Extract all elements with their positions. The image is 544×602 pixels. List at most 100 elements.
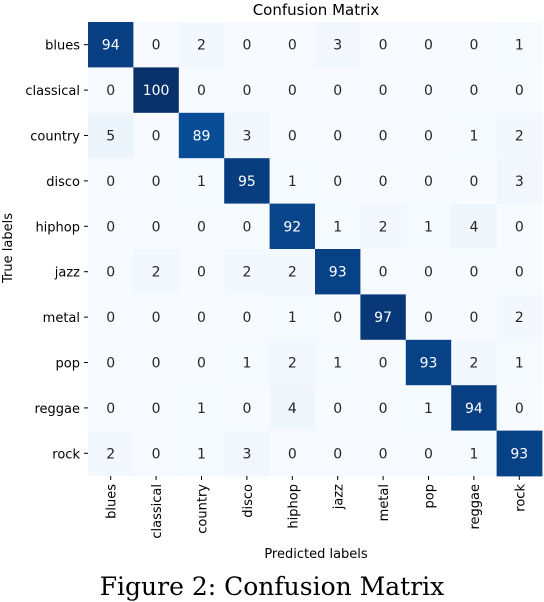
- cell-value-label: 5: [106, 129, 115, 145]
- y-axis-label: True labels: [1, 213, 16, 284]
- heatmap-cell: [133, 67, 180, 114]
- heatmap-cell: [360, 430, 407, 477]
- cell-value-label: 0: [379, 401, 388, 417]
- cell-value-label: 0: [288, 446, 297, 462]
- cell-value-label: 0: [288, 38, 297, 54]
- heatmap-cell: [405, 249, 452, 295]
- cell-value-label: 0: [152, 310, 161, 326]
- heatmap-cell: [496, 249, 543, 295]
- cell-value-label: 0: [197, 219, 206, 235]
- heatmap-cell: [88, 112, 134, 159]
- cell-value-label: 0: [197, 310, 206, 326]
- cell-value-label: 1: [469, 446, 478, 462]
- cell-value-label: 0: [242, 310, 251, 326]
- cell-value-label: 0: [106, 401, 115, 417]
- heatmap-cell: [88, 339, 134, 386]
- y-tick-label: jazz: [54, 266, 80, 281]
- cell-value-label: 3: [242, 446, 251, 462]
- heatmap-cell: [405, 203, 452, 250]
- y-tick-label: classical: [25, 84, 80, 99]
- cell-value-label: 0: [242, 219, 251, 235]
- x-tick-label: country: [196, 484, 211, 534]
- cell-value-label: 0: [197, 356, 206, 372]
- heatmap-cell: [269, 294, 316, 341]
- heatmap-cell: [496, 67, 543, 114]
- cell-value-label: 2: [515, 129, 524, 145]
- heatmap-cell: [269, 112, 316, 159]
- heatmap-cell: [224, 67, 270, 114]
- heatmap-cell: [88, 430, 134, 477]
- cell-value-label: 0: [106, 219, 115, 235]
- cell-value-label: 0: [424, 174, 433, 190]
- cell-value-label: 0: [333, 401, 342, 417]
- heatmap-cell: [178, 67, 225, 114]
- y-tick-label: pop: [56, 357, 80, 372]
- heatmap-cell: [315, 67, 361, 114]
- cell-value-label: 0: [469, 265, 478, 281]
- heatmap-cell: [496, 158, 543, 204]
- heatmap-cell: [133, 203, 180, 250]
- heatmap-cell: [496, 339, 543, 386]
- heatmap-cell: [405, 430, 452, 477]
- heatmap-cell: [451, 112, 497, 159]
- cell-value-label: 2: [242, 265, 251, 281]
- cell-value-label: 0: [469, 174, 478, 190]
- cell-value-label: 0: [333, 129, 342, 145]
- cell-value-label: 1: [197, 401, 206, 417]
- heatmap-cell: [224, 430, 270, 477]
- heatmap-cell: [269, 385, 316, 431]
- heatmap-cell: [360, 249, 407, 295]
- heatmap-cell: [133, 385, 180, 431]
- heatmap-cell: [405, 22, 452, 68]
- heatmap-cell: [315, 339, 361, 386]
- heatmap-cells: 94 0 2 0 0 3 0 0 0 10 100 0 0 0 0 0 0 0 05 0 89 3 0 0 0 0 1 20 0 1 95 1…: [88, 22, 543, 477]
- heatmap-cell: [224, 22, 270, 68]
- heatmap-cell: [224, 203, 270, 250]
- heatmap-cell: [315, 112, 361, 159]
- heatmap-cell: [360, 67, 407, 114]
- heatmap-cell: [315, 158, 361, 204]
- heatmap-cell: [451, 67, 497, 114]
- heatmap-cell: [224, 339, 270, 386]
- cell-value-label: 92: [283, 219, 301, 235]
- cell-value-label: 0: [424, 129, 433, 145]
- heatmap-cell: [315, 430, 361, 477]
- heatmap-cell: [224, 158, 270, 204]
- x-axis-label: Predicted labels: [264, 547, 368, 562]
- x-tick-label: pop: [423, 484, 438, 508]
- cell-value-label: 0: [106, 174, 115, 190]
- cell-value-label: 0: [242, 401, 251, 417]
- heatmap-cell: [269, 339, 316, 386]
- cell-value-label: 0: [197, 265, 206, 281]
- heatmap-cell: [496, 294, 543, 341]
- heatmap-cell: [88, 203, 134, 250]
- cell-value-label: 0: [242, 38, 251, 54]
- heatmap-cell: [178, 112, 225, 159]
- figure-caption: Figure 2: Confusion Matrix: [99, 572, 445, 601]
- cell-value-label: 1: [515, 356, 524, 372]
- cell-value-label: 1: [469, 129, 478, 145]
- cell-value-label: 94: [102, 38, 120, 54]
- heatmap-cell: [405, 339, 452, 386]
- cell-value-label: 1: [288, 174, 297, 190]
- cell-value-label: 3: [515, 174, 524, 190]
- cell-value-label: 2: [106, 446, 115, 462]
- cell-value-label: 0: [379, 129, 388, 145]
- cell-value-label: 2: [152, 265, 161, 281]
- y-tick-label: metal: [43, 311, 80, 326]
- cell-value-label: 0: [379, 174, 388, 190]
- cell-value-label: 0: [515, 265, 524, 281]
- cell-value-label: 0: [197, 83, 206, 99]
- heatmap-cell: [496, 112, 543, 159]
- heatmap-cell: [178, 294, 225, 341]
- cell-value-label: 1: [515, 38, 524, 54]
- cell-value-label: 0: [288, 129, 297, 145]
- cell-value-label: 2: [515, 310, 524, 326]
- cell-value-label: 0: [515, 83, 524, 99]
- heatmap-cell: [224, 385, 270, 431]
- heatmap-cell: [315, 249, 361, 295]
- heatmap-cell: [88, 67, 134, 114]
- heatmap-cell: [315, 22, 361, 68]
- cell-value-label: 1: [333, 356, 342, 372]
- heatmap-cell: [269, 67, 316, 114]
